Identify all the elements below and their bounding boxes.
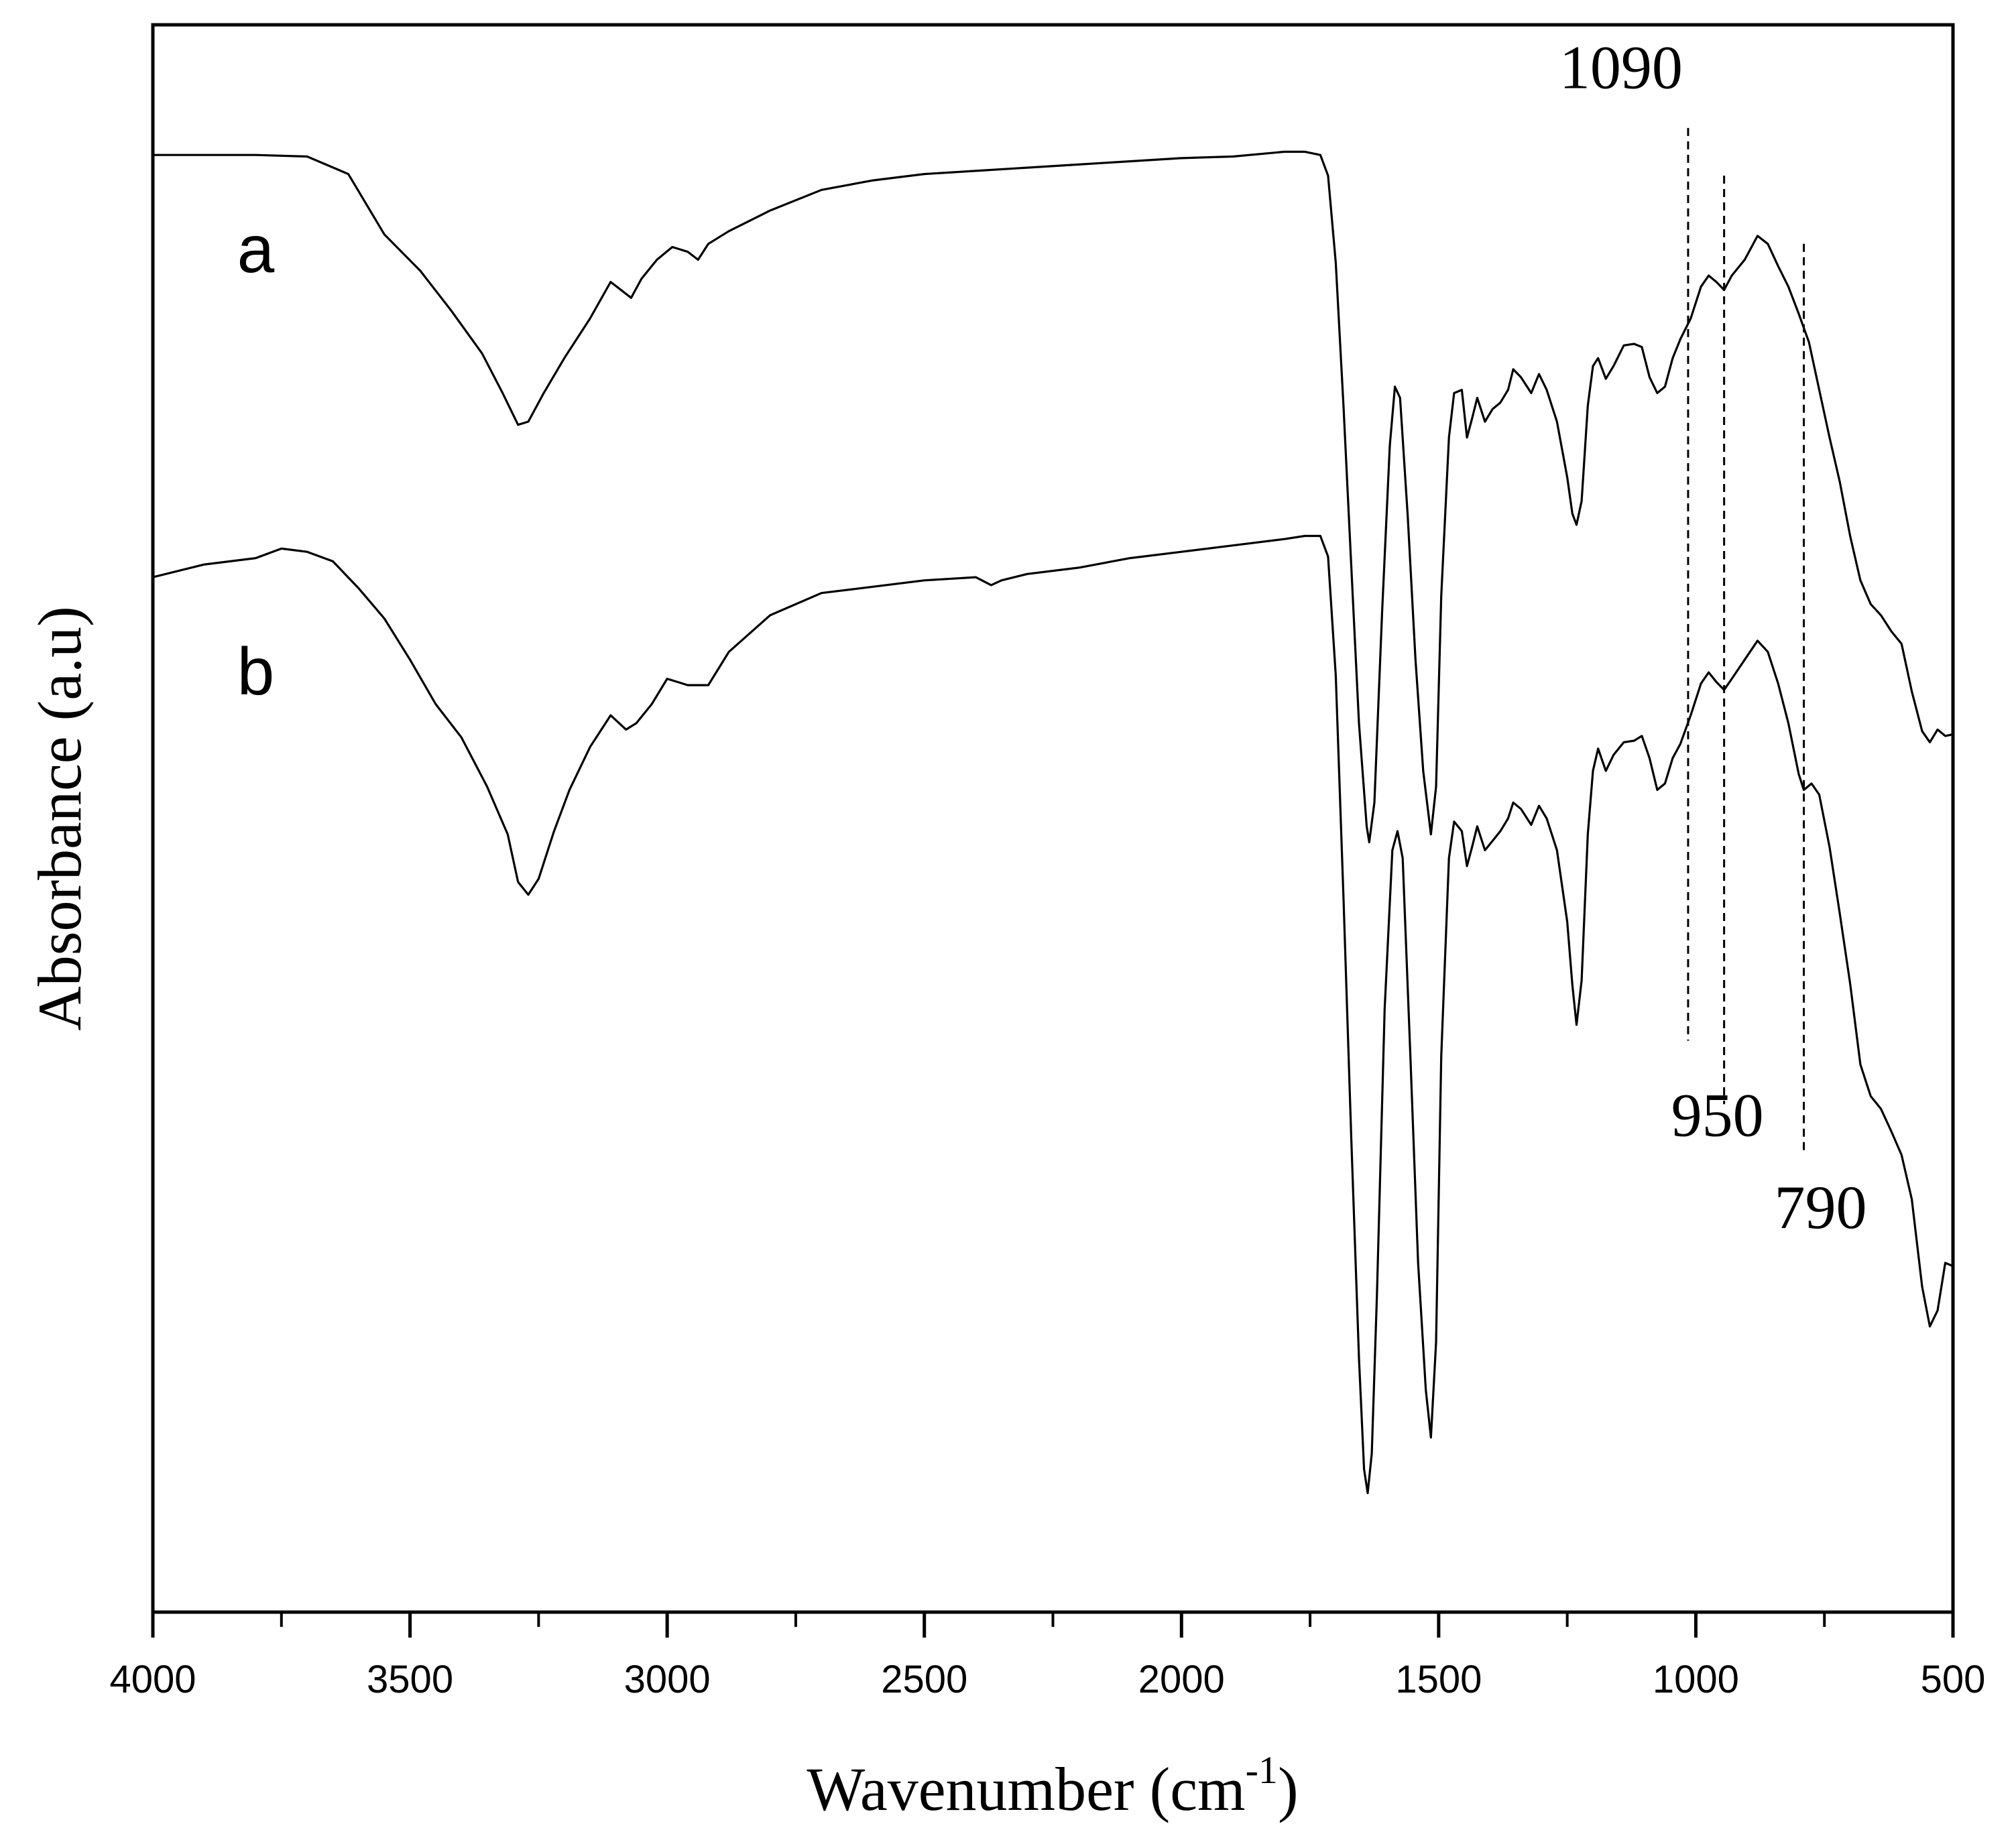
x-tick-label-500: 500 xyxy=(1921,1658,1986,1701)
series-line-b xyxy=(152,534,1954,1494)
x-axis-ticks: 4000 3500 3000 2500 2000 1500 1000 500 xyxy=(109,1612,1985,1701)
series-labels: ab xyxy=(237,212,275,709)
x-tick-label-2500: 2500 xyxy=(881,1658,967,1701)
annotation-label-950: 950 xyxy=(1671,1081,1764,1150)
x-tick-label-3500: 3500 xyxy=(367,1658,453,1701)
annotation-label-790: 790 xyxy=(1775,1173,1867,1241)
x-tick-label-2000: 2000 xyxy=(1138,1658,1225,1701)
x-tick-label-1000: 1000 xyxy=(1653,1658,1739,1701)
x-tick-label-1500: 1500 xyxy=(1395,1658,1482,1701)
series-line-a xyxy=(153,150,1954,844)
y-axis-title: Absorbance (a.u) xyxy=(25,606,94,1031)
plot-frame xyxy=(151,23,1955,1614)
x-axis-title: Wavenumber (cm-1) xyxy=(807,1748,1298,1823)
series-label-b: b xyxy=(237,634,275,709)
series-lines xyxy=(152,150,1954,1494)
annotation-label-1090: 1090 xyxy=(1559,34,1683,102)
x-tick-label-3000: 3000 xyxy=(624,1658,711,1701)
series-label-a: a xyxy=(237,212,275,287)
x-tick-label-4000: 4000 xyxy=(109,1658,196,1701)
